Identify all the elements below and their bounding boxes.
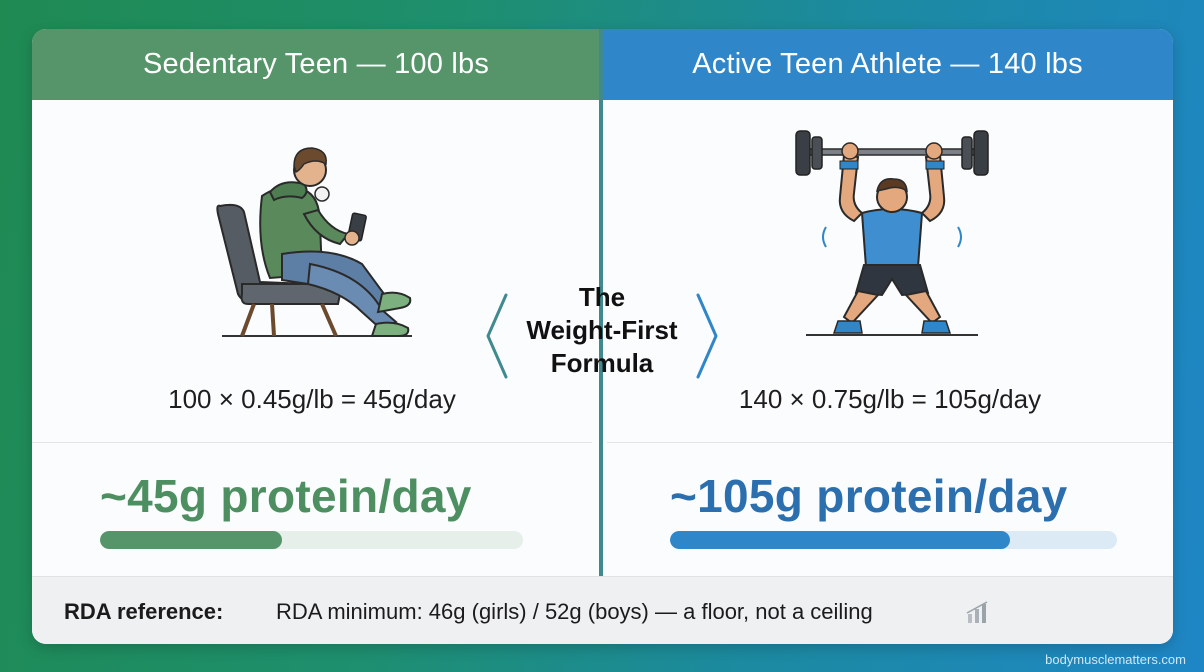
chevron-right-icon bbox=[696, 293, 718, 379]
bar-chart-icon bbox=[966, 601, 988, 623]
watermark: bodymusclematters.com bbox=[1045, 652, 1186, 667]
sedentary-header-label: Sedentary Teen — 100 lbs bbox=[142, 48, 490, 80]
sedentary-result: ~45g protein/day bbox=[100, 470, 472, 522]
rda-footer: RDA reference: RDA minimum: 46g (girls) … bbox=[32, 576, 1173, 644]
left-separator bbox=[32, 442, 592, 443]
athlete-result: ~105g protein/day bbox=[670, 470, 1068, 522]
rda-label: RDA reference: bbox=[64, 599, 224, 624]
athlete-header: Active Teen Athlete — 140 lbs bbox=[602, 29, 1173, 100]
chevron-left-icon bbox=[486, 293, 508, 379]
sedentary-formula: 100 × 0.45g/lb = 45g/day bbox=[168, 384, 456, 414]
center-title: The Weight-First Formula bbox=[512, 281, 692, 380]
center-title-line1: The bbox=[578, 282, 626, 312]
athlete-protein-bar bbox=[670, 531, 1117, 549]
athlete-formula: 140 × 0.75g/lb = 105g/day bbox=[738, 384, 1042, 414]
center-divider bbox=[599, 29, 603, 576]
athlete-protein-bar-fill bbox=[670, 531, 1010, 549]
athlete-header-label: Active Teen Athlete — 140 lbs bbox=[692, 48, 1083, 80]
sedentary-header: Sedentary Teen — 100 lbs bbox=[32, 29, 600, 100]
center-title-line3: Formula bbox=[550, 348, 654, 378]
rda-text: RDA minimum: 46g (girls) / 52g (boys) — … bbox=[276, 599, 873, 624]
sedentary-protein-bar-fill bbox=[100, 531, 282, 549]
sedentary-protein-bar bbox=[100, 531, 523, 549]
comparison-card: Sedentary Teen — 100 lbs Active Teen Ath… bbox=[32, 29, 1173, 644]
athlete-lifting-barbell-icon bbox=[795, 130, 989, 336]
center-title-line2: Weight-First bbox=[526, 315, 678, 345]
teen-on-phone-in-chair-icon bbox=[216, 147, 412, 337]
right-separator bbox=[607, 442, 1173, 443]
